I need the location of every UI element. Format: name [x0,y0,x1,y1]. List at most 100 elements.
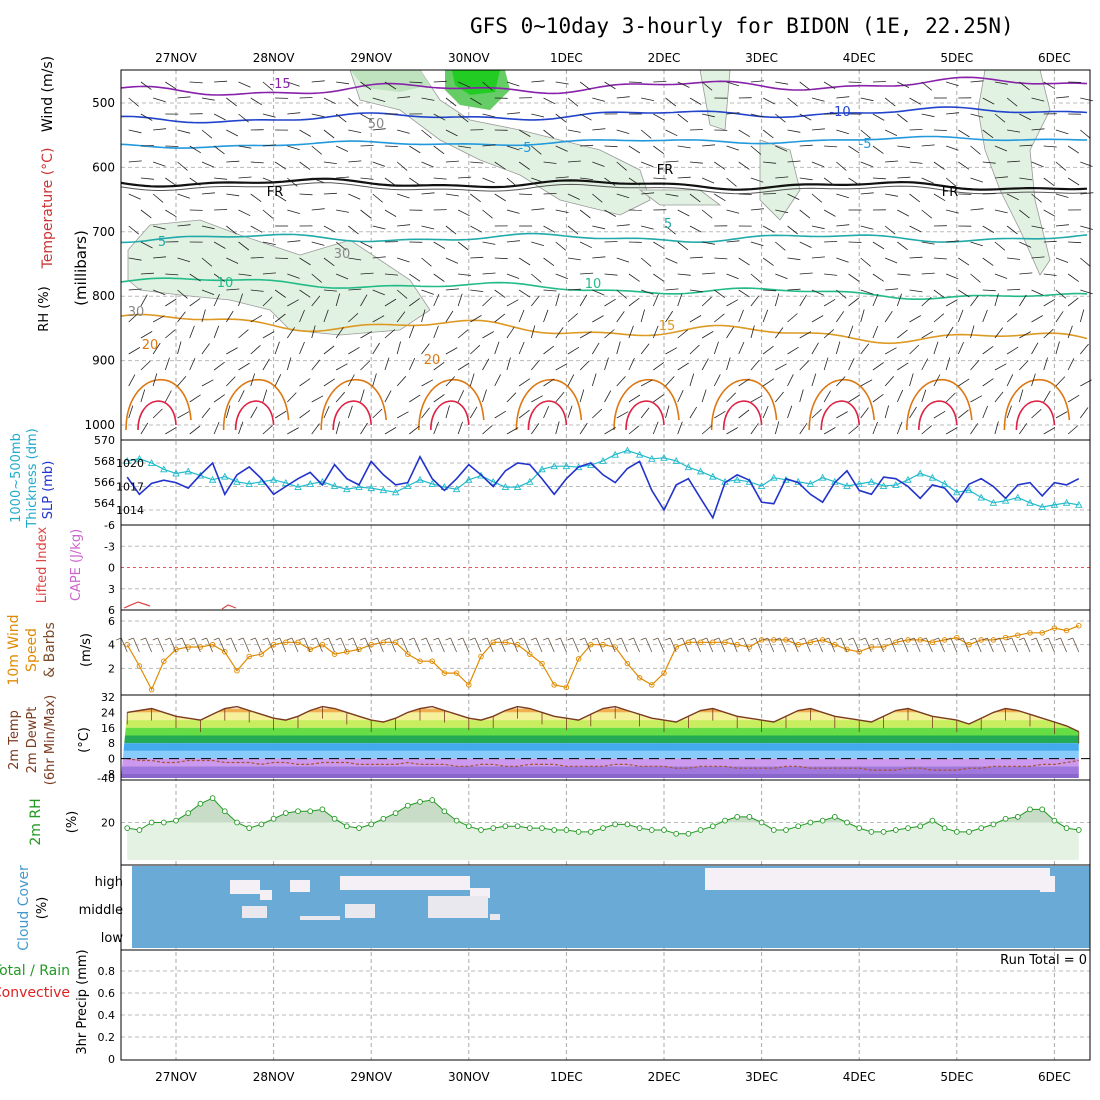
wind-barb [1031,373,1036,387]
wind-barb [262,296,273,307]
wind-barb [238,421,244,435]
wind-barb [945,177,957,187]
wind-barb [1019,241,1032,248]
middle-cloud-block [345,904,375,918]
date-label-top: 5DEC [940,51,973,65]
wind-barb [824,145,838,148]
wind-barb [567,405,573,419]
wind-barb [311,273,322,283]
wind-barb [787,288,801,291]
panel-frame [120,609,1091,696]
wind-barb [994,421,999,435]
surface-wind-barb [811,637,817,641]
thickness-line [127,449,1079,508]
wind-barb [701,81,713,91]
wind-barb [213,361,225,371]
wind-barb [543,378,555,387]
wind-barb [726,209,740,214]
wind-barb [531,113,545,118]
wind-barb [1019,331,1031,339]
wind-barb [1055,161,1067,171]
wind-barb [909,193,921,203]
wind-barb [640,407,650,419]
wind-speed-marker [124,641,130,648]
rh-marker [429,797,436,803]
wind-barb [592,161,605,167]
middle-cloud-block [242,906,267,918]
wind-barb [946,112,960,115]
wind-barb [445,193,459,197]
wind-barb [408,358,416,371]
wind-barb [262,177,276,184]
temp-tick-label: -8 [104,768,115,781]
surface-wind-barb [633,637,640,653]
wind-barb [738,257,750,266]
wind-barb [848,177,860,186]
wind-barb [616,129,630,134]
surface-wind-barb [713,637,720,641]
isotherm-25-loop [332,400,372,431]
contour-label: -15 [269,77,290,92]
wind-barb [226,129,239,137]
wind-barb [531,295,540,307]
wind-barb [323,378,336,387]
wind-barb [506,240,520,243]
wind-barb [397,96,411,99]
wind-barb [701,389,707,403]
wind-barb [750,177,764,183]
wind-barb [872,325,879,339]
wind-barb [787,346,799,355]
surface-wind-barb [128,637,134,641]
wind-barb [433,421,439,435]
contour-label: 20 [424,353,441,368]
wind-barb [689,256,703,259]
wind-barb [519,193,533,195]
wind-barb [860,289,874,295]
wind-barb [213,325,220,339]
wind-barb [604,241,618,243]
surface-wind-barb [738,637,744,641]
wind-barb [274,193,287,202]
wind-barb [140,331,153,339]
wind-barb [835,341,841,355]
surface-wind-barb [901,637,909,653]
wind-barb [726,112,740,115]
wind-barb [738,409,750,419]
surface-wind-barb [852,637,860,653]
wind-barb [201,192,215,195]
wind-speed-marker [600,641,606,648]
wind-barb [897,176,911,179]
thickness-marker [989,498,998,506]
wind-barb [616,96,630,99]
thickness-marker [550,462,558,470]
wind-barb [665,310,674,323]
surface-wind-barb [535,637,543,653]
wind-tick-label: 2 [108,662,115,675]
y-axis-label: (6hr Min/Max) [43,695,58,785]
wind-barb [250,406,258,419]
wind-barb [372,256,386,259]
wind-barb [165,145,179,147]
wind-barb [543,129,555,139]
wind-barb [335,327,344,339]
wind-speed-marker [1076,622,1082,629]
surface-wind-barb [474,637,482,653]
wind-barb [1007,257,1021,260]
contour-label: FR [267,185,284,200]
wind-barb [994,209,1008,214]
contour-label: FR [657,163,674,178]
wind-barb [970,208,984,211]
wind-barb [128,160,142,163]
wind-barb [640,257,652,267]
wind-barb [482,358,490,371]
thickness-marker [269,475,278,483]
rh-marker [783,827,789,833]
surface-wind-barb [957,637,964,641]
surface-wind-barb [567,637,573,641]
slp-tick-label: 1014 [116,504,144,517]
date-label-top: 3DEC [745,51,778,65]
slp-line [126,454,1080,520]
wind-barb [738,309,744,323]
surface-wind-barb [909,637,915,641]
rh-marker [197,800,204,807]
